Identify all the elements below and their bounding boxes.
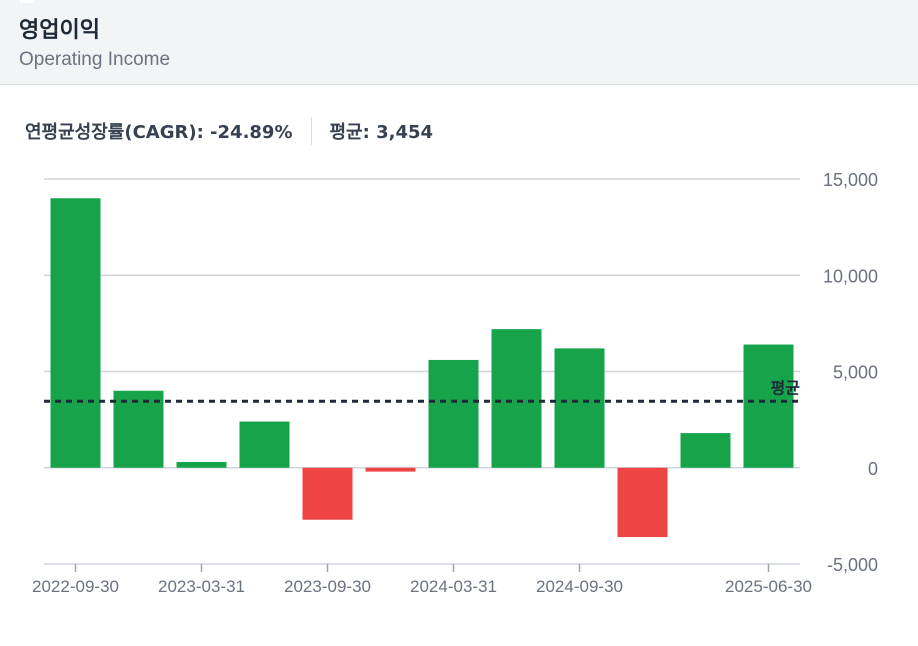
cagr-stat: 연평균성장률(CAGR): -24.89%: [25, 122, 293, 143]
y-tick-label: 0: [868, 459, 878, 479]
chart-header: 영업이익 Operating Income: [0, 0, 918, 85]
bar: [113, 390, 164, 468]
bar: [365, 467, 416, 472]
bar: [680, 433, 731, 468]
y-tick-label: 10,000: [823, 266, 878, 286]
bar: [491, 329, 542, 468]
average-stat: 평균: 3,454: [329, 122, 434, 143]
bar: [428, 359, 479, 468]
y-tick-label: -5,000: [827, 555, 878, 575]
y-tick-label: 15,000: [823, 170, 878, 190]
chart-title: 영업이익: [19, 18, 100, 43]
chart-subtitle: Operating Income: [19, 49, 171, 70]
y-tick-label: 5,000: [833, 363, 878, 383]
bar: [743, 344, 794, 468]
x-tick-label: 2023-03-31: [158, 577, 245, 596]
bar: [302, 467, 353, 520]
x-tick-label: 2025-06-30: [725, 577, 812, 596]
x-tick-label: 2024-03-31: [410, 577, 497, 596]
stats-row: 연평균성장률(CAGR): -24.89% 평균: 3,454: [25, 117, 434, 145]
x-tick-label: 2022-09-30: [32, 577, 119, 596]
bar: [50, 198, 101, 468]
bar: [239, 421, 290, 468]
header-tab-mark: [20, 0, 34, 3]
bar: [176, 461, 227, 468]
x-tick-label: 2024-09-30: [536, 577, 623, 596]
bar: [617, 467, 668, 538]
average-line-label: 평균: [771, 378, 801, 397]
stats-divider: [310, 117, 312, 145]
x-tick-label: 2023-09-30: [284, 577, 371, 596]
bar: [554, 348, 605, 468]
